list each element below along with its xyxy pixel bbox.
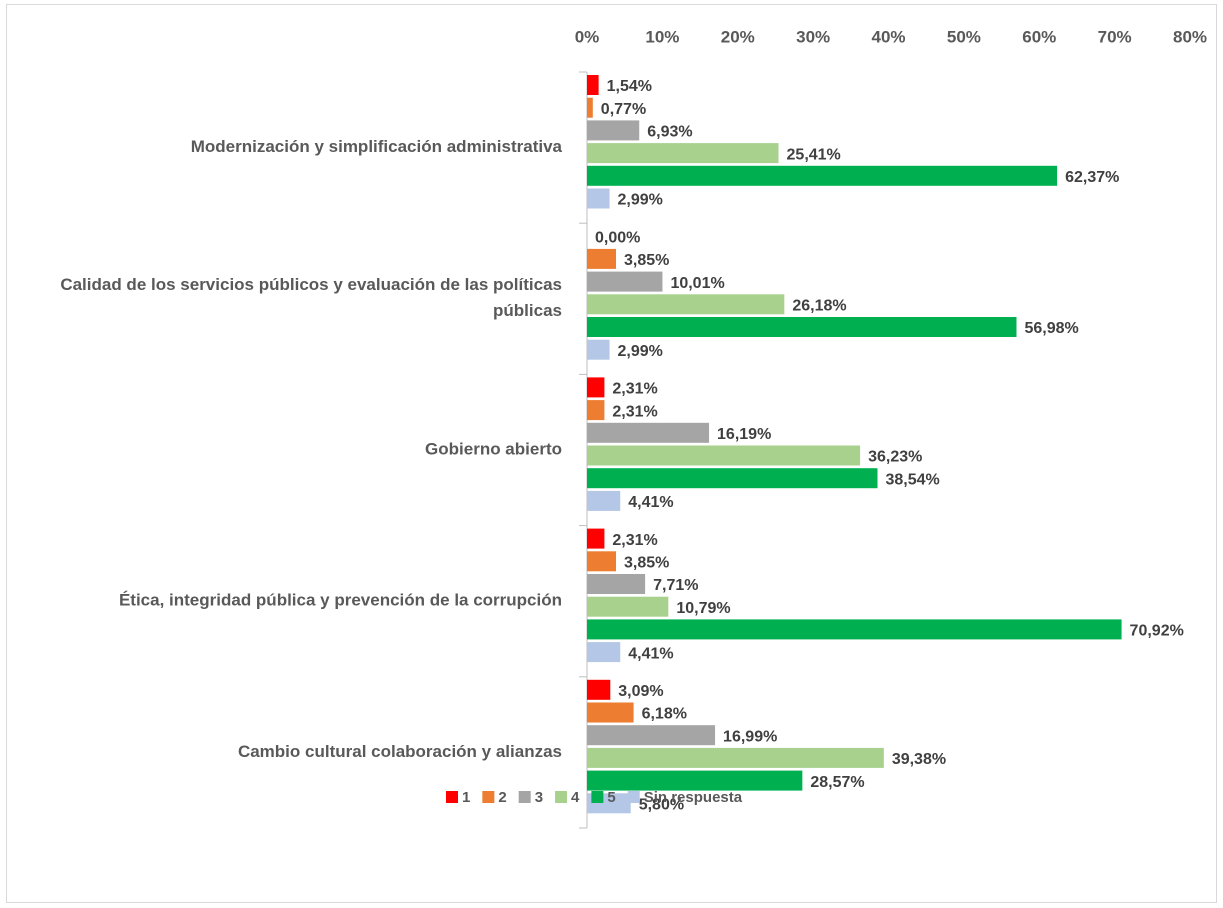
value-label: 56,98% bbox=[1024, 320, 1078, 337]
value-label: 6,18% bbox=[642, 706, 687, 723]
x-tick-label: 0% bbox=[575, 27, 600, 46]
bar bbox=[587, 422, 710, 443]
bar bbox=[587, 642, 621, 663]
x-tick-label: 10% bbox=[645, 27, 679, 46]
value-label: 39,38% bbox=[892, 751, 946, 768]
value-label: 1,54% bbox=[607, 78, 652, 95]
legend-label: 1 bbox=[462, 789, 470, 806]
bar bbox=[587, 317, 1017, 337]
value-label: 25,41% bbox=[787, 146, 841, 163]
bar bbox=[587, 97, 593, 118]
x-tick-label: 20% bbox=[721, 27, 755, 46]
value-label: 4,41% bbox=[628, 645, 673, 662]
x-tick-label: 30% bbox=[796, 27, 830, 46]
legend-label: 4 bbox=[571, 789, 580, 806]
value-label: 16,99% bbox=[723, 728, 777, 745]
value-label: 7,71% bbox=[653, 577, 698, 594]
bar bbox=[587, 165, 1058, 186]
bar bbox=[587, 702, 634, 723]
category-label: Gobierno abierto bbox=[425, 439, 562, 458]
value-label: 70,92% bbox=[1130, 623, 1184, 640]
value-label: 2,99% bbox=[618, 343, 663, 360]
value-label: 28,57% bbox=[810, 774, 864, 791]
bar bbox=[587, 400, 605, 421]
bar bbox=[587, 75, 599, 95]
bar bbox=[587, 188, 610, 209]
bar bbox=[587, 468, 878, 489]
value-label: 2,31% bbox=[612, 381, 657, 398]
bar bbox=[587, 596, 669, 617]
legend-label: Sin respuesta bbox=[644, 789, 743, 806]
category-label: Ética, integridad pública y prevención d… bbox=[119, 591, 562, 610]
value-label: 2,99% bbox=[618, 192, 663, 209]
bar bbox=[587, 143, 779, 164]
value-label: 10,79% bbox=[676, 600, 730, 617]
legend-swatch bbox=[555, 791, 568, 803]
bar bbox=[587, 339, 610, 360]
bar bbox=[587, 747, 884, 768]
value-label: 38,54% bbox=[885, 471, 939, 488]
legend-swatch bbox=[518, 791, 531, 803]
value-label: 3,85% bbox=[624, 555, 669, 572]
category-label: Cambio cultural colaboración y alianzas bbox=[238, 742, 562, 761]
bar bbox=[587, 271, 663, 292]
bar bbox=[587, 120, 640, 141]
x-tick-label: 60% bbox=[1022, 27, 1056, 46]
bar bbox=[587, 528, 605, 549]
value-label: 4,41% bbox=[628, 494, 673, 511]
legend-label: 2 bbox=[498, 789, 506, 806]
bar bbox=[587, 619, 1122, 640]
value-label: 26,18% bbox=[792, 298, 846, 315]
bar bbox=[587, 725, 716, 746]
value-label: 3,09% bbox=[618, 683, 663, 700]
value-label: 6,93% bbox=[647, 124, 692, 141]
x-tick-label: 50% bbox=[947, 27, 981, 46]
category-label: Modernización y simplificación administr… bbox=[191, 137, 563, 156]
legend-swatch bbox=[627, 791, 640, 803]
value-label: 10,01% bbox=[670, 275, 724, 292]
value-label: 5,80% bbox=[639, 797, 684, 814]
legend-swatch bbox=[591, 791, 604, 803]
bar bbox=[587, 377, 605, 398]
value-label: 0,77% bbox=[601, 101, 646, 118]
x-tick-label: 70% bbox=[1098, 27, 1132, 46]
legend-label: 5 bbox=[607, 789, 615, 806]
bar bbox=[587, 679, 611, 700]
value-label: 3,85% bbox=[624, 252, 669, 269]
bar bbox=[587, 574, 646, 594]
x-tick-label: 40% bbox=[871, 27, 905, 46]
legend-swatch bbox=[482, 791, 495, 803]
bar bbox=[587, 248, 617, 269]
legend-label: 3 bbox=[535, 789, 543, 806]
bar bbox=[587, 294, 785, 315]
bar bbox=[587, 445, 861, 466]
value-label: 62,37% bbox=[1065, 169, 1119, 186]
x-tick-label: 80% bbox=[1173, 27, 1207, 46]
category-label: Calidad de los servicios públicos y eval… bbox=[60, 275, 562, 320]
value-label: 36,23% bbox=[868, 449, 922, 466]
legend-swatch bbox=[446, 791, 458, 803]
value-label: 0,00% bbox=[595, 229, 640, 246]
bar bbox=[587, 551, 617, 572]
value-label: 2,31% bbox=[612, 403, 657, 420]
value-label: 2,31% bbox=[612, 532, 657, 549]
bar bbox=[587, 770, 803, 791]
bar bbox=[587, 490, 621, 511]
value-label: 16,19% bbox=[717, 426, 771, 443]
